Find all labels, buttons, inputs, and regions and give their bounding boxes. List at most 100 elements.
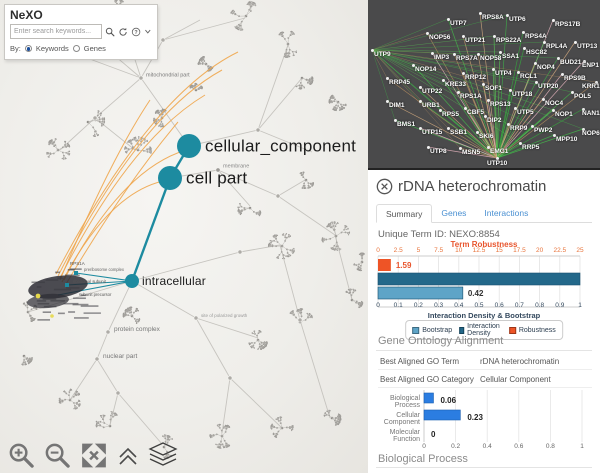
network-node-dot[interactable] bbox=[581, 107, 585, 111]
network-node-dot[interactable] bbox=[542, 40, 546, 44]
network-node-label[interactable]: RRP12 bbox=[465, 74, 486, 81]
network-node-dot[interactable] bbox=[530, 124, 534, 128]
network-node-dot[interactable] bbox=[521, 30, 525, 34]
network-node-label[interactable]: RPS13 bbox=[490, 101, 511, 108]
network-node-dot[interactable] bbox=[556, 56, 560, 60]
network-node-label[interactable]: NOC4 bbox=[545, 100, 564, 107]
network-node-dot[interactable] bbox=[393, 118, 397, 122]
network-node-label[interactable]: RPS8A bbox=[482, 14, 504, 21]
network-node-dot[interactable] bbox=[594, 80, 598, 84]
tree-node-cell_part[interactable] bbox=[158, 166, 182, 190]
network-node-dot[interactable] bbox=[534, 80, 538, 84]
network-node-label[interactable]: NOP14 bbox=[415, 66, 437, 73]
network-node-label[interactable]: SSA1 bbox=[502, 53, 519, 60]
network-node-dot[interactable] bbox=[483, 114, 487, 118]
network-node-label[interactable]: UTP6 bbox=[509, 16, 526, 23]
network-node-label[interactable]: MSN5 bbox=[462, 149, 481, 156]
network-node-dot[interactable] bbox=[452, 52, 456, 56]
network-node-label[interactable]: UTP21 bbox=[465, 37, 486, 44]
network-node-dot[interactable] bbox=[522, 46, 526, 50]
network-node-label[interactable]: UTP13 bbox=[577, 43, 598, 50]
collapse-icon[interactable] bbox=[117, 443, 139, 469]
network-node-dot[interactable] bbox=[552, 133, 556, 137]
network-node-label[interactable]: RPS9B bbox=[564, 75, 586, 82]
network-node-label[interactable]: NAN1 bbox=[582, 110, 600, 117]
network-node-dot[interactable] bbox=[418, 99, 422, 103]
network-node-label[interactable]: POL5 bbox=[574, 93, 591, 100]
network-node-label[interactable]: RCL1 bbox=[520, 73, 537, 80]
network-node-dot[interactable] bbox=[570, 90, 574, 94]
tree-node-label-intracellular[interactable]: intracellular bbox=[142, 274, 206, 288]
tree-node-intracellular[interactable] bbox=[125, 274, 139, 288]
tree-node-label-cell_part[interactable]: cell part bbox=[186, 168, 248, 188]
network-node-label[interactable]: RRP45 bbox=[389, 79, 410, 86]
tree-node-label-cellular_component[interactable]: cellular_component bbox=[205, 136, 357, 156]
zoom-out-icon[interactable] bbox=[44, 442, 71, 469]
network-node-label[interactable]: UTP5 bbox=[517, 109, 534, 116]
interaction-network-panel[interactable]: UTP7 RPS8A UTP6 RPS17B NOP56 UTP21 RPS22A RPS4A… bbox=[368, 0, 600, 168]
network-node-dot[interactable] bbox=[481, 82, 485, 86]
network-node-label[interactable]: UTP20 bbox=[538, 83, 559, 90]
network-node-label[interactable]: UTP9 bbox=[374, 51, 391, 58]
network-node-dot[interactable] bbox=[513, 106, 517, 110]
network-node-label[interactable]: RPS4A bbox=[525, 33, 547, 40]
network-node-dot[interactable] bbox=[441, 78, 445, 82]
network-node-label[interactable]: UTP8 bbox=[430, 148, 447, 155]
network-node-dot[interactable] bbox=[461, 71, 465, 75]
network-node-dot[interactable] bbox=[458, 146, 462, 150]
network-node-label[interactable]: NOP58 bbox=[480, 55, 502, 62]
network-node-dot[interactable] bbox=[446, 126, 450, 130]
network-node-label[interactable]: UTP10 bbox=[487, 160, 508, 167]
network-node-dot[interactable] bbox=[418, 126, 422, 130]
network-node-label[interactable]: UTP22 bbox=[422, 88, 443, 95]
network-node-label[interactable]: RPS5 bbox=[442, 111, 459, 118]
network-node-dot[interactable] bbox=[385, 76, 389, 80]
network-node-dot[interactable] bbox=[418, 85, 422, 89]
tab-interactions[interactable]: Interactions bbox=[484, 208, 529, 218]
network-node-label[interactable]: UTP4 bbox=[495, 70, 512, 77]
network-node-dot[interactable] bbox=[492, 34, 496, 38]
network-node-dot[interactable] bbox=[476, 52, 480, 56]
close-icon[interactable] bbox=[376, 178, 393, 195]
network-node-dot[interactable] bbox=[461, 34, 465, 38]
network-node-dot[interactable] bbox=[551, 108, 555, 112]
network-node-label[interactable]: BUD21 bbox=[560, 59, 582, 66]
network-node-dot[interactable] bbox=[581, 127, 585, 131]
network-node-dot[interactable] bbox=[508, 88, 512, 92]
refresh-icon[interactable] bbox=[118, 26, 128, 38]
radio-keywords[interactable] bbox=[24, 45, 32, 52]
network-node-dot[interactable] bbox=[475, 130, 479, 134]
network-node-label[interactable]: UTP18 bbox=[512, 91, 533, 98]
network-node-label[interactable]: NOP1 bbox=[555, 111, 573, 118]
network-node-dot[interactable] bbox=[498, 50, 502, 54]
network-node-dot[interactable] bbox=[463, 106, 467, 110]
zoom-in-icon[interactable] bbox=[8, 442, 35, 469]
network-node-label[interactable]: PWP2 bbox=[534, 127, 553, 134]
layers-icon[interactable] bbox=[148, 441, 178, 469]
network-node-label[interactable]: NOP6 bbox=[582, 130, 600, 137]
network-node-label[interactable]: BMS1 bbox=[397, 121, 416, 128]
network-node-dot[interactable] bbox=[518, 141, 522, 145]
radio-label-keywords[interactable]: Keywords bbox=[35, 44, 69, 53]
network-node-label[interactable]: SKI6 bbox=[479, 133, 494, 140]
search-input[interactable] bbox=[10, 24, 102, 39]
network-node-label[interactable]: RPS1A bbox=[460, 93, 482, 100]
network-node-label[interactable]: CBF5 bbox=[467, 109, 484, 116]
network-node-label[interactable]: RPS17B bbox=[555, 21, 581, 28]
network-node-dot[interactable] bbox=[446, 17, 450, 21]
network-node-dot[interactable] bbox=[516, 70, 520, 74]
network-node-label[interactable]: KRR1 bbox=[582, 83, 600, 90]
network-node-label[interactable]: URB1 bbox=[422, 102, 440, 109]
radio-label-genes[interactable]: Genes bbox=[83, 44, 106, 53]
network-node-dot[interactable] bbox=[505, 13, 509, 17]
network-node-dot[interactable] bbox=[411, 63, 415, 67]
network-node-dot[interactable] bbox=[370, 48, 374, 52]
radio-genes[interactable] bbox=[72, 45, 80, 52]
network-node-label[interactable]: RRP9 bbox=[510, 125, 528, 132]
network-node-dot[interactable] bbox=[541, 97, 545, 101]
network-node-label[interactable]: DIP2 bbox=[487, 117, 502, 124]
network-node-label[interactable]: SSB1 bbox=[450, 129, 467, 136]
tab-summary[interactable]: Summary bbox=[376, 204, 433, 223]
network-node-dot[interactable] bbox=[495, 156, 499, 160]
network-node-label[interactable]: MPP10 bbox=[556, 136, 578, 143]
